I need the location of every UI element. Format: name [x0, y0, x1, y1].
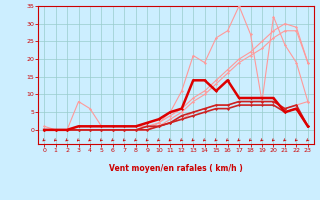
X-axis label: Vent moyen/en rafales ( km/h ): Vent moyen/en rafales ( km/h ) — [109, 164, 243, 173]
